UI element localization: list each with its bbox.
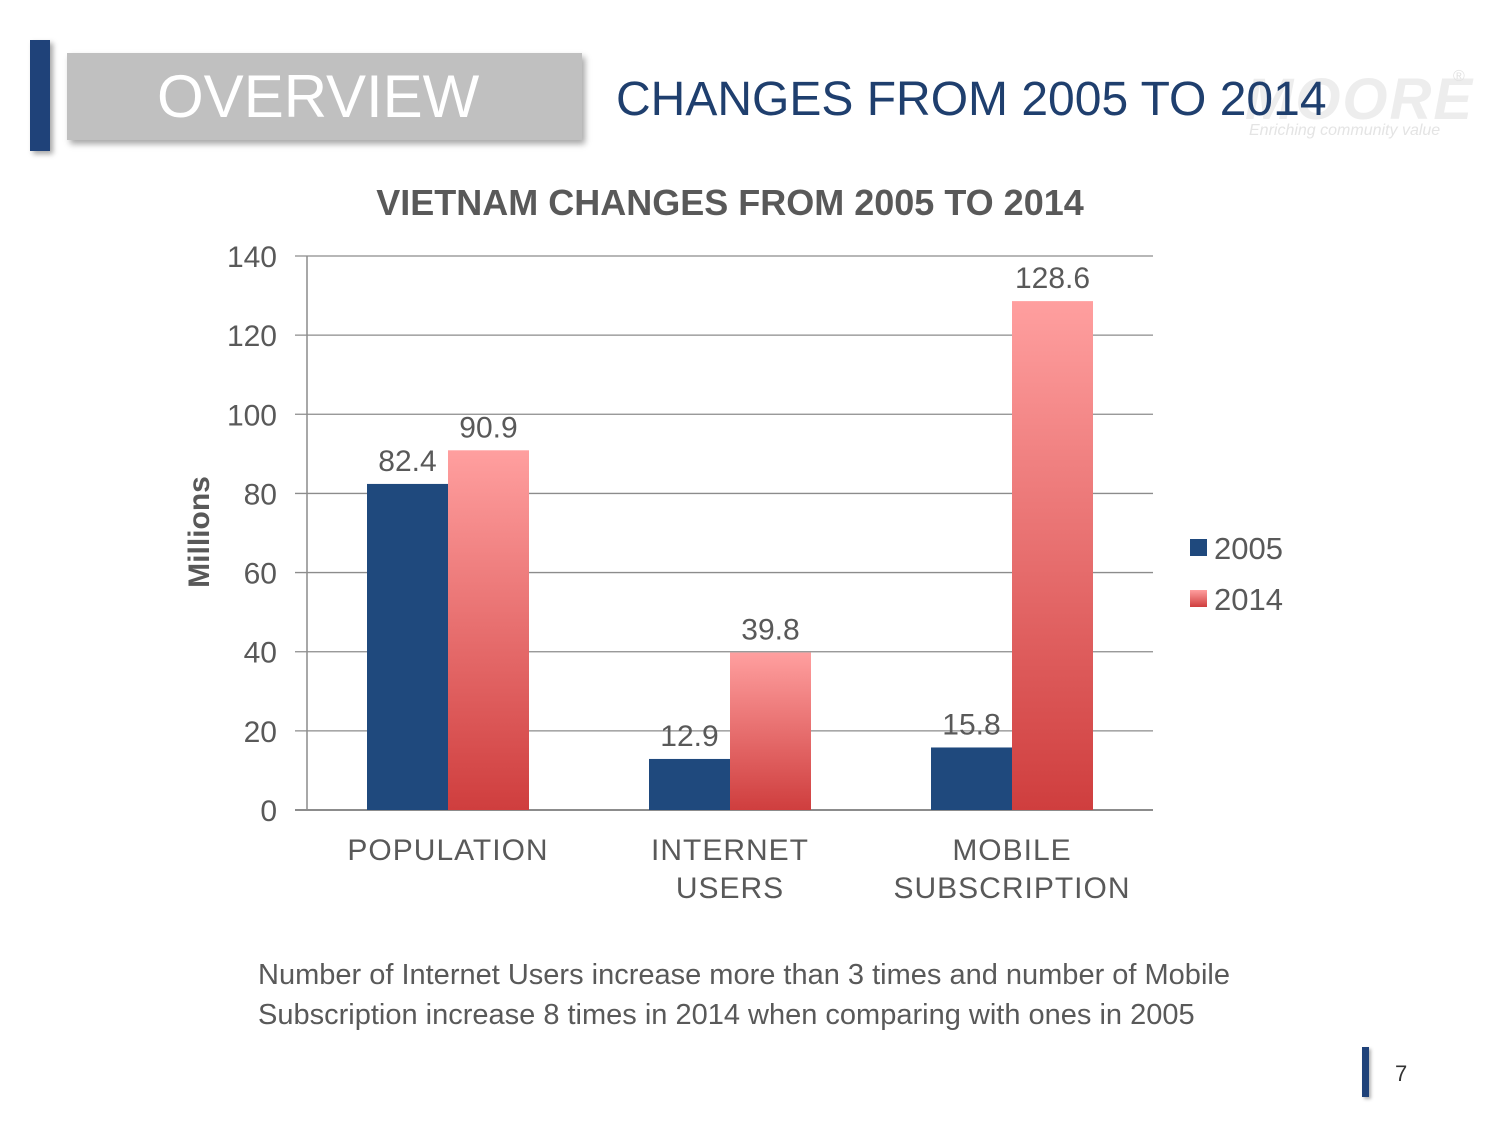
chart-caption: Number of Internet Users increase more t…	[258, 959, 1230, 1031]
x-axis-categories: POPULATION INTERNET USERS MOBILE SUBSCRIPTIO…	[347, 834, 1130, 905]
page-number: 7	[1395, 1061, 1408, 1086]
logo-tagline: Enriching community value	[1249, 122, 1441, 139]
data-label: 15.8	[942, 708, 1000, 741]
y-tick-label: 0	[260, 795, 277, 828]
y-tick-label: 140	[227, 241, 277, 274]
legend-swatch-2014	[1190, 590, 1207, 607]
legend: 2005 2014	[1190, 531, 1283, 617]
x-category-label: SUBSCRIPTION	[893, 872, 1130, 905]
bar-2014-2	[1012, 301, 1093, 810]
bar-2005-1	[649, 758, 730, 810]
data-label: 82.4	[378, 445, 436, 478]
company-logo: MOORE ® Enriching community value	[1245, 66, 1475, 146]
y-axis-ticks: 0 20 40 60 80 100 120 140	[227, 241, 277, 828]
y-tick-label: 80	[244, 478, 277, 511]
y-tick-label: 20	[244, 716, 277, 749]
x-category-label: MOBILE	[952, 834, 1071, 867]
section-label: OVERVIEW	[67, 53, 582, 140]
bars	[367, 301, 1093, 810]
y-axis-label: Millions	[183, 476, 216, 588]
bar-2005-2	[931, 747, 1012, 810]
data-label: 128.6	[1015, 262, 1090, 295]
slide-title: CHANGES FROM 2005 TO 2014	[616, 73, 1327, 126]
data-labels: 82.4 90.9 12.9 39.8 15.8 128.6	[378, 262, 1090, 753]
y-tick-label: 100	[227, 399, 277, 432]
bar-2014-0	[448, 450, 529, 810]
logo-wordmark: MOORE	[1245, 67, 1475, 132]
y-tick-label: 60	[244, 558, 277, 591]
bar-chart: VIETNAM CHANGES FROM 2005 TO 2014 Millio…	[183, 182, 1283, 905]
logo-registered-mark: ®	[1453, 68, 1465, 85]
page-number-bar	[1362, 1047, 1369, 1097]
data-label: 39.8	[741, 614, 799, 647]
legend-label: 2014	[1214, 582, 1283, 617]
legend-label: 2005	[1214, 531, 1283, 566]
chart-title: VIETNAM CHANGES FROM 2005 TO 2014	[376, 182, 1084, 223]
x-category-label: INTERNET	[651, 834, 809, 867]
y-tick-label: 120	[227, 320, 277, 353]
x-category-label: USERS	[676, 872, 784, 905]
y-tick-label: 40	[244, 637, 277, 670]
data-label: 90.9	[459, 411, 517, 444]
data-label: 12.9	[660, 720, 718, 753]
x-category-label: POPULATION	[347, 834, 548, 867]
legend-swatch-2005	[1190, 539, 1207, 556]
bar-2005-0	[367, 483, 448, 810]
accent-bar	[30, 40, 50, 151]
bar-2014-1	[730, 652, 811, 810]
